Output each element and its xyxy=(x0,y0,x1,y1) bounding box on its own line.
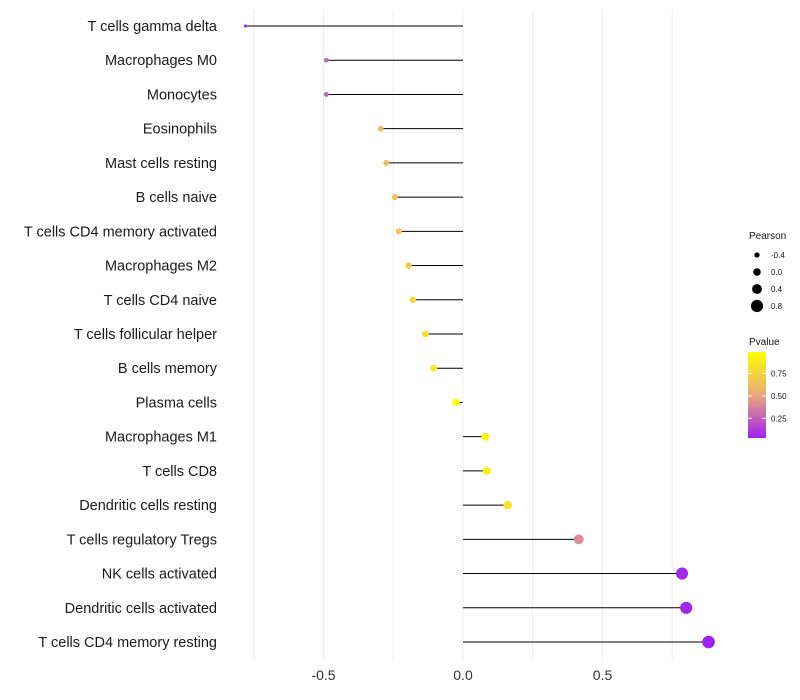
lollipop-point xyxy=(405,262,412,269)
size-legend-key xyxy=(753,268,761,276)
lollipop-point xyxy=(409,296,417,304)
category-labels: T cells gamma delta Macrophages M0 Monocyt… xyxy=(24,19,218,651)
category-label: Plasma cells xyxy=(136,395,217,411)
size-legend-title: Pearson xyxy=(749,231,786,242)
size-legend-label: 0.8 xyxy=(771,302,783,311)
category-label: T cells CD8 xyxy=(142,464,217,480)
segment-layer xyxy=(245,25,709,643)
lollipop-point xyxy=(323,57,329,63)
category-label: NK cells activated xyxy=(102,567,217,583)
lollipop-point xyxy=(377,125,384,132)
x-tick-label: 0.5 xyxy=(593,667,613,683)
lollipop-point xyxy=(675,567,689,580)
lollipop-point xyxy=(243,24,247,28)
lollipop-point xyxy=(383,159,390,166)
size-legend: Pearson -0.4 0.0 0.4 0.8 xyxy=(749,231,786,313)
lollipop-point xyxy=(323,92,329,97)
color-legend-title: Pvalue xyxy=(749,337,780,348)
lollipop-point xyxy=(573,534,584,545)
size-legend-key xyxy=(750,299,764,313)
grid-layer xyxy=(253,10,673,660)
category-label: Dendritic cells resting xyxy=(79,498,217,514)
category-label: Dendritic cells activated xyxy=(65,601,217,617)
category-label: Mast cells resting xyxy=(105,156,217,172)
lollipop-point xyxy=(395,228,402,235)
lollipop-point xyxy=(503,500,512,510)
category-label: T cells CD4 memory resting xyxy=(38,635,217,651)
lollipop-point xyxy=(482,466,491,475)
category-label: T cells CD4 naive xyxy=(104,293,217,309)
x-tick-label: -0.5 xyxy=(311,667,335,683)
category-label: T cells gamma delta xyxy=(88,19,218,35)
size-legend-key xyxy=(754,252,760,258)
lollipop-point xyxy=(680,601,693,614)
category-label: B cells memory xyxy=(118,361,218,377)
category-label: Macrophages M1 xyxy=(105,430,217,446)
size-legend-key xyxy=(752,284,762,294)
color-legend-bar xyxy=(748,352,766,438)
category-label: T cells follicular helper xyxy=(74,327,217,343)
category-label: B cells naive xyxy=(136,190,217,206)
category-label: T cells regulatory Tregs xyxy=(67,532,217,548)
lollipop-point xyxy=(421,330,429,338)
lollipop-point xyxy=(702,635,715,649)
size-legend-label: 0.0 xyxy=(771,268,783,277)
color-legend-label: 0.25 xyxy=(771,414,787,423)
size-legend-label: -0.4 xyxy=(771,251,785,260)
point-layer xyxy=(243,24,715,649)
lollipop-point xyxy=(391,194,398,201)
color-legend-label: 0.75 xyxy=(771,370,787,379)
category-label: Macrophages M0 xyxy=(105,53,217,69)
color-legend-label: 0.50 xyxy=(771,392,787,401)
category-label: Monocytes xyxy=(147,87,217,103)
category-label: T cells CD4 memory activated xyxy=(24,224,217,240)
lollipop-point xyxy=(452,398,460,407)
size-legend-label: 0.4 xyxy=(771,285,783,294)
color-legend: Pvalue 0.25 0.50 0.75 xyxy=(748,337,787,438)
lollipop-point xyxy=(430,364,438,372)
x-axis-tick-labels: -0.5 0.0 0.5 xyxy=(311,667,612,683)
category-label: Eosinophils xyxy=(143,122,217,138)
lollipop-point xyxy=(481,432,490,441)
x-tick-label: 0.0 xyxy=(453,667,473,683)
category-label: Macrophages M2 xyxy=(105,259,217,275)
